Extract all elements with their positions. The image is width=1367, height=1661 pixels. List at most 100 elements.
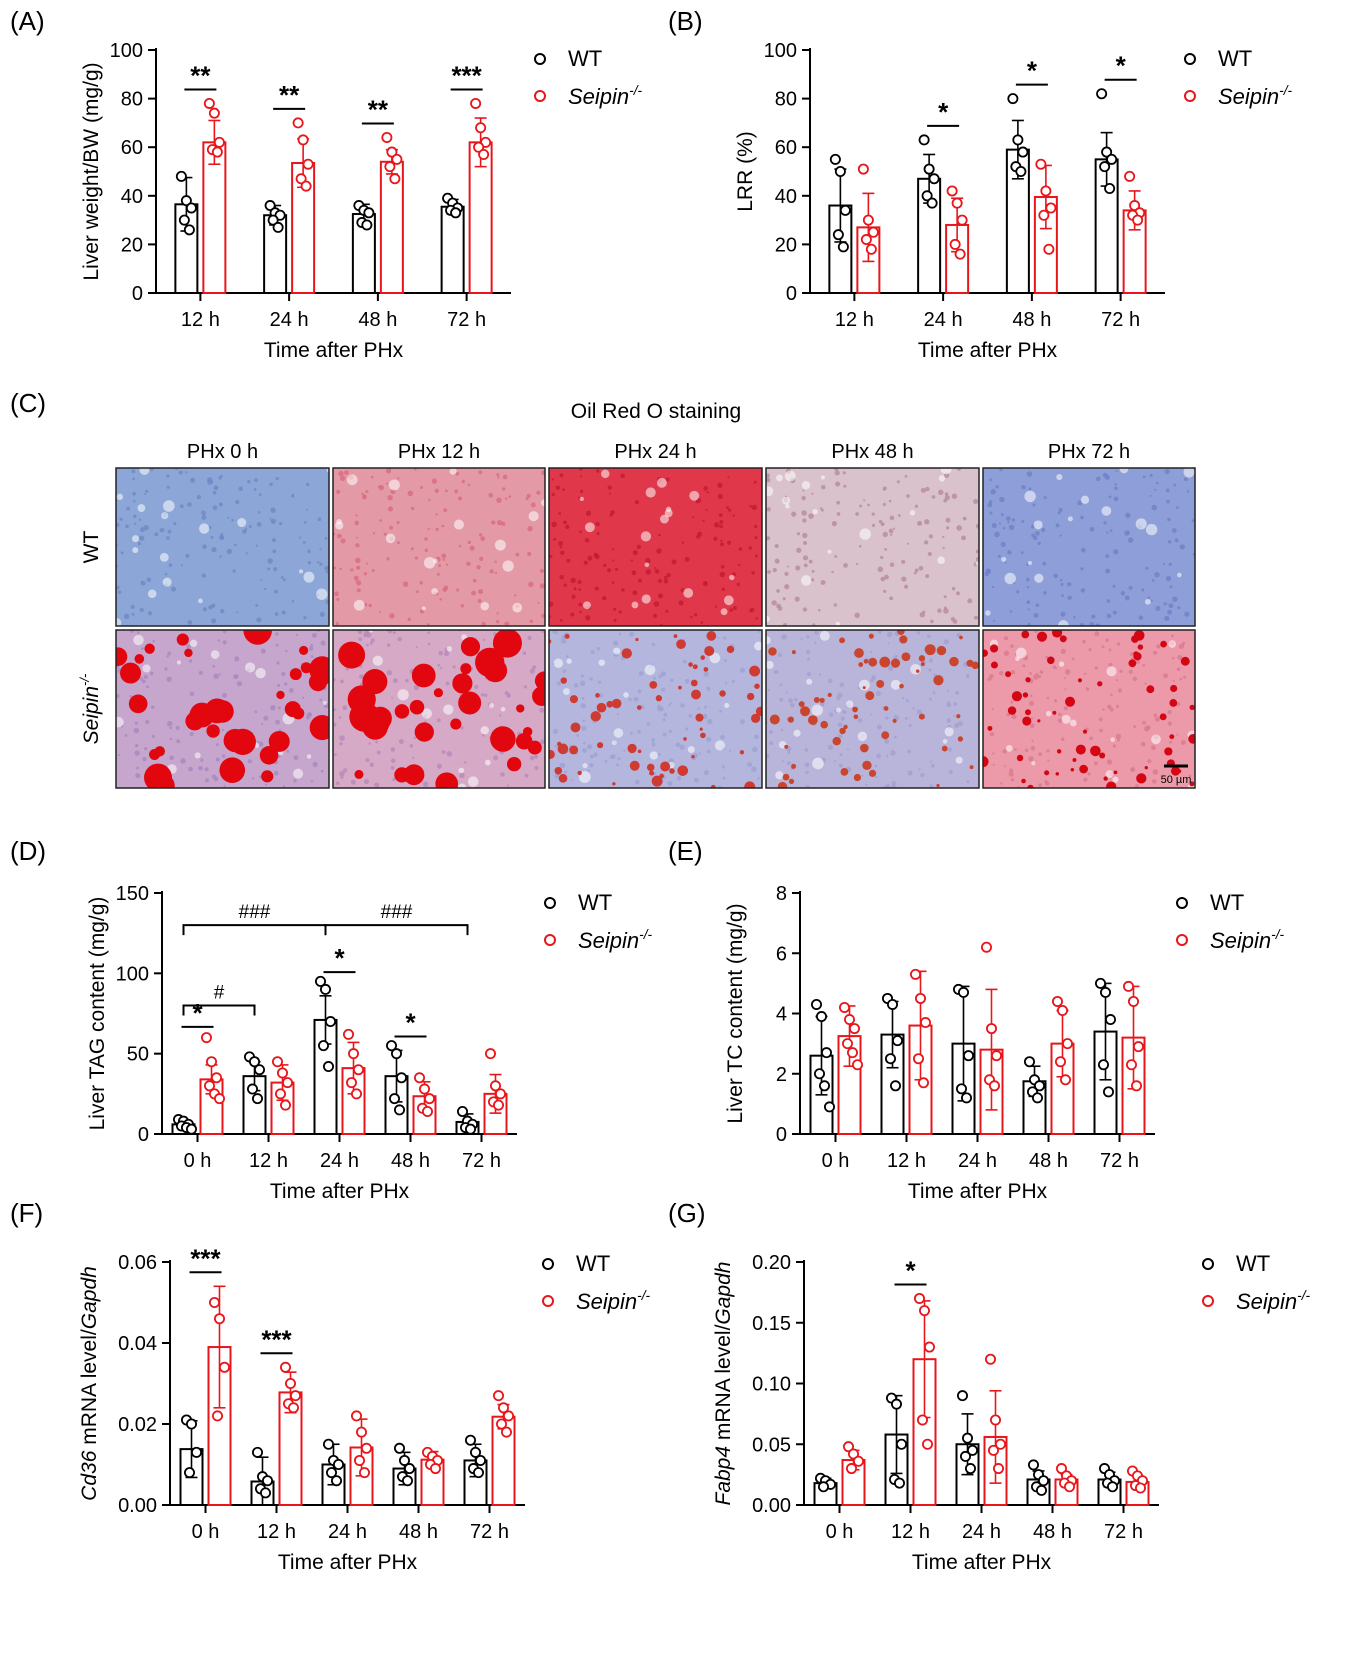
texture-dot: [527, 635, 532, 641]
texture-dot: [563, 583, 567, 587]
texture-dot: [589, 754, 594, 759]
texture-dot: [927, 634, 931, 638]
texture-dot: [685, 727, 689, 731]
vacuole: [198, 598, 203, 604]
texture-dot: [1149, 473, 1153, 477]
texture-dot: [303, 616, 307, 620]
lipid-droplet: [611, 698, 622, 709]
data-point: [314, 975, 326, 987]
texture-dot: [999, 468, 1003, 472]
texture-dot: [200, 758, 204, 762]
texture-dot: [1020, 551, 1024, 555]
texture-dot: [559, 550, 565, 556]
texture-dot: [560, 638, 567, 644]
texture-dot: [387, 630, 393, 634]
lipid-droplet: [798, 701, 805, 707]
sig-stars: *: [938, 97, 949, 127]
data-point: [960, 1450, 972, 1462]
texture-dot: [141, 647, 144, 650]
texture-dot: [612, 559, 615, 562]
texture-dot: [1149, 494, 1152, 497]
texture-dot: [956, 525, 962, 531]
texture-dot: [987, 502, 993, 508]
lipid-droplet: [966, 659, 974, 667]
texture-dot: [131, 612, 135, 616]
texture-dot: [628, 697, 632, 702]
texture-dot: [484, 693, 488, 697]
texture-dot: [1057, 511, 1061, 515]
data-point: [989, 1080, 1001, 1092]
texture-dot: [1105, 554, 1110, 558]
texture-dot: [402, 581, 409, 587]
texture-dot: [539, 583, 545, 589]
data-point: [1135, 1482, 1147, 1494]
lipid-droplet: [452, 673, 473, 694]
texture-dot: [566, 655, 569, 658]
texture-dot: [405, 678, 409, 683]
vacuole: [139, 468, 150, 475]
texture-dot: [467, 483, 471, 487]
texture-dot: [150, 705, 155, 709]
texture-dot: [962, 516, 967, 521]
texture-dot: [256, 617, 262, 623]
texture-dot: [827, 744, 834, 751]
texture-dot: [391, 758, 396, 764]
data-point: [919, 1305, 931, 1317]
texture-dot: [594, 586, 599, 591]
texture-dot: [1116, 642, 1121, 646]
texture-dot: [906, 494, 910, 498]
texture-dot: [595, 469, 600, 473]
texture-dot: [1142, 720, 1146, 725]
texture-dot: [126, 506, 130, 511]
texture-dot: [137, 541, 141, 546]
texture-dot: [1026, 577, 1030, 582]
texture-dot: [117, 590, 122, 594]
staining-image-tile: [115, 629, 330, 789]
texture-dot: [1010, 700, 1014, 704]
texture-dot: [235, 499, 240, 505]
lipid-droplet: [683, 737, 687, 741]
lipid-droplet: [206, 724, 220, 738]
texture-dot: [929, 784, 934, 788]
texture-dot: [835, 481, 841, 487]
lipid-droplet: [570, 722, 581, 733]
data-point: [267, 214, 279, 226]
texture-dot: [580, 703, 586, 709]
vacuole: [985, 610, 991, 616]
data-point: [345, 1077, 357, 1089]
texture-dot: [1029, 694, 1033, 698]
data-point: [381, 131, 393, 143]
x-tick-label: 24 h: [958, 1150, 997, 1172]
lipid-droplet: [862, 760, 872, 770]
texture-dot: [370, 475, 374, 479]
texture-dot: [219, 555, 222, 558]
texture-dot: [221, 754, 226, 758]
texture-dot: [629, 631, 635, 637]
vacuole: [1067, 516, 1073, 522]
texture-dot: [215, 757, 220, 762]
texture-dot: [875, 775, 878, 779]
texture-dot: [305, 508, 308, 511]
vacuole: [584, 522, 595, 533]
texture-dot: [334, 591, 339, 597]
texture-dot: [285, 649, 288, 653]
texture-dot: [811, 569, 815, 573]
data-point: [403, 1463, 415, 1475]
x-tick-label: 72 h: [1100, 1150, 1139, 1172]
texture-dot: [387, 495, 393, 501]
lipid-droplet: [1188, 734, 1195, 744]
texture-dot: [893, 735, 897, 739]
texture-dot: [1145, 566, 1149, 570]
vacuole: [541, 499, 545, 507]
texture-dot: [697, 531, 703, 537]
texture-dot: [834, 555, 838, 558]
lipid-droplet: [915, 669, 920, 673]
lipid-droplet: [649, 770, 655, 776]
lipid-droplet: [549, 749, 555, 760]
texture-dot: [1010, 644, 1014, 648]
data-point: [211, 1410, 223, 1422]
texture-dot: [802, 532, 808, 539]
data-point: [500, 1426, 512, 1438]
legend-marker-seipin: [542, 1295, 554, 1307]
